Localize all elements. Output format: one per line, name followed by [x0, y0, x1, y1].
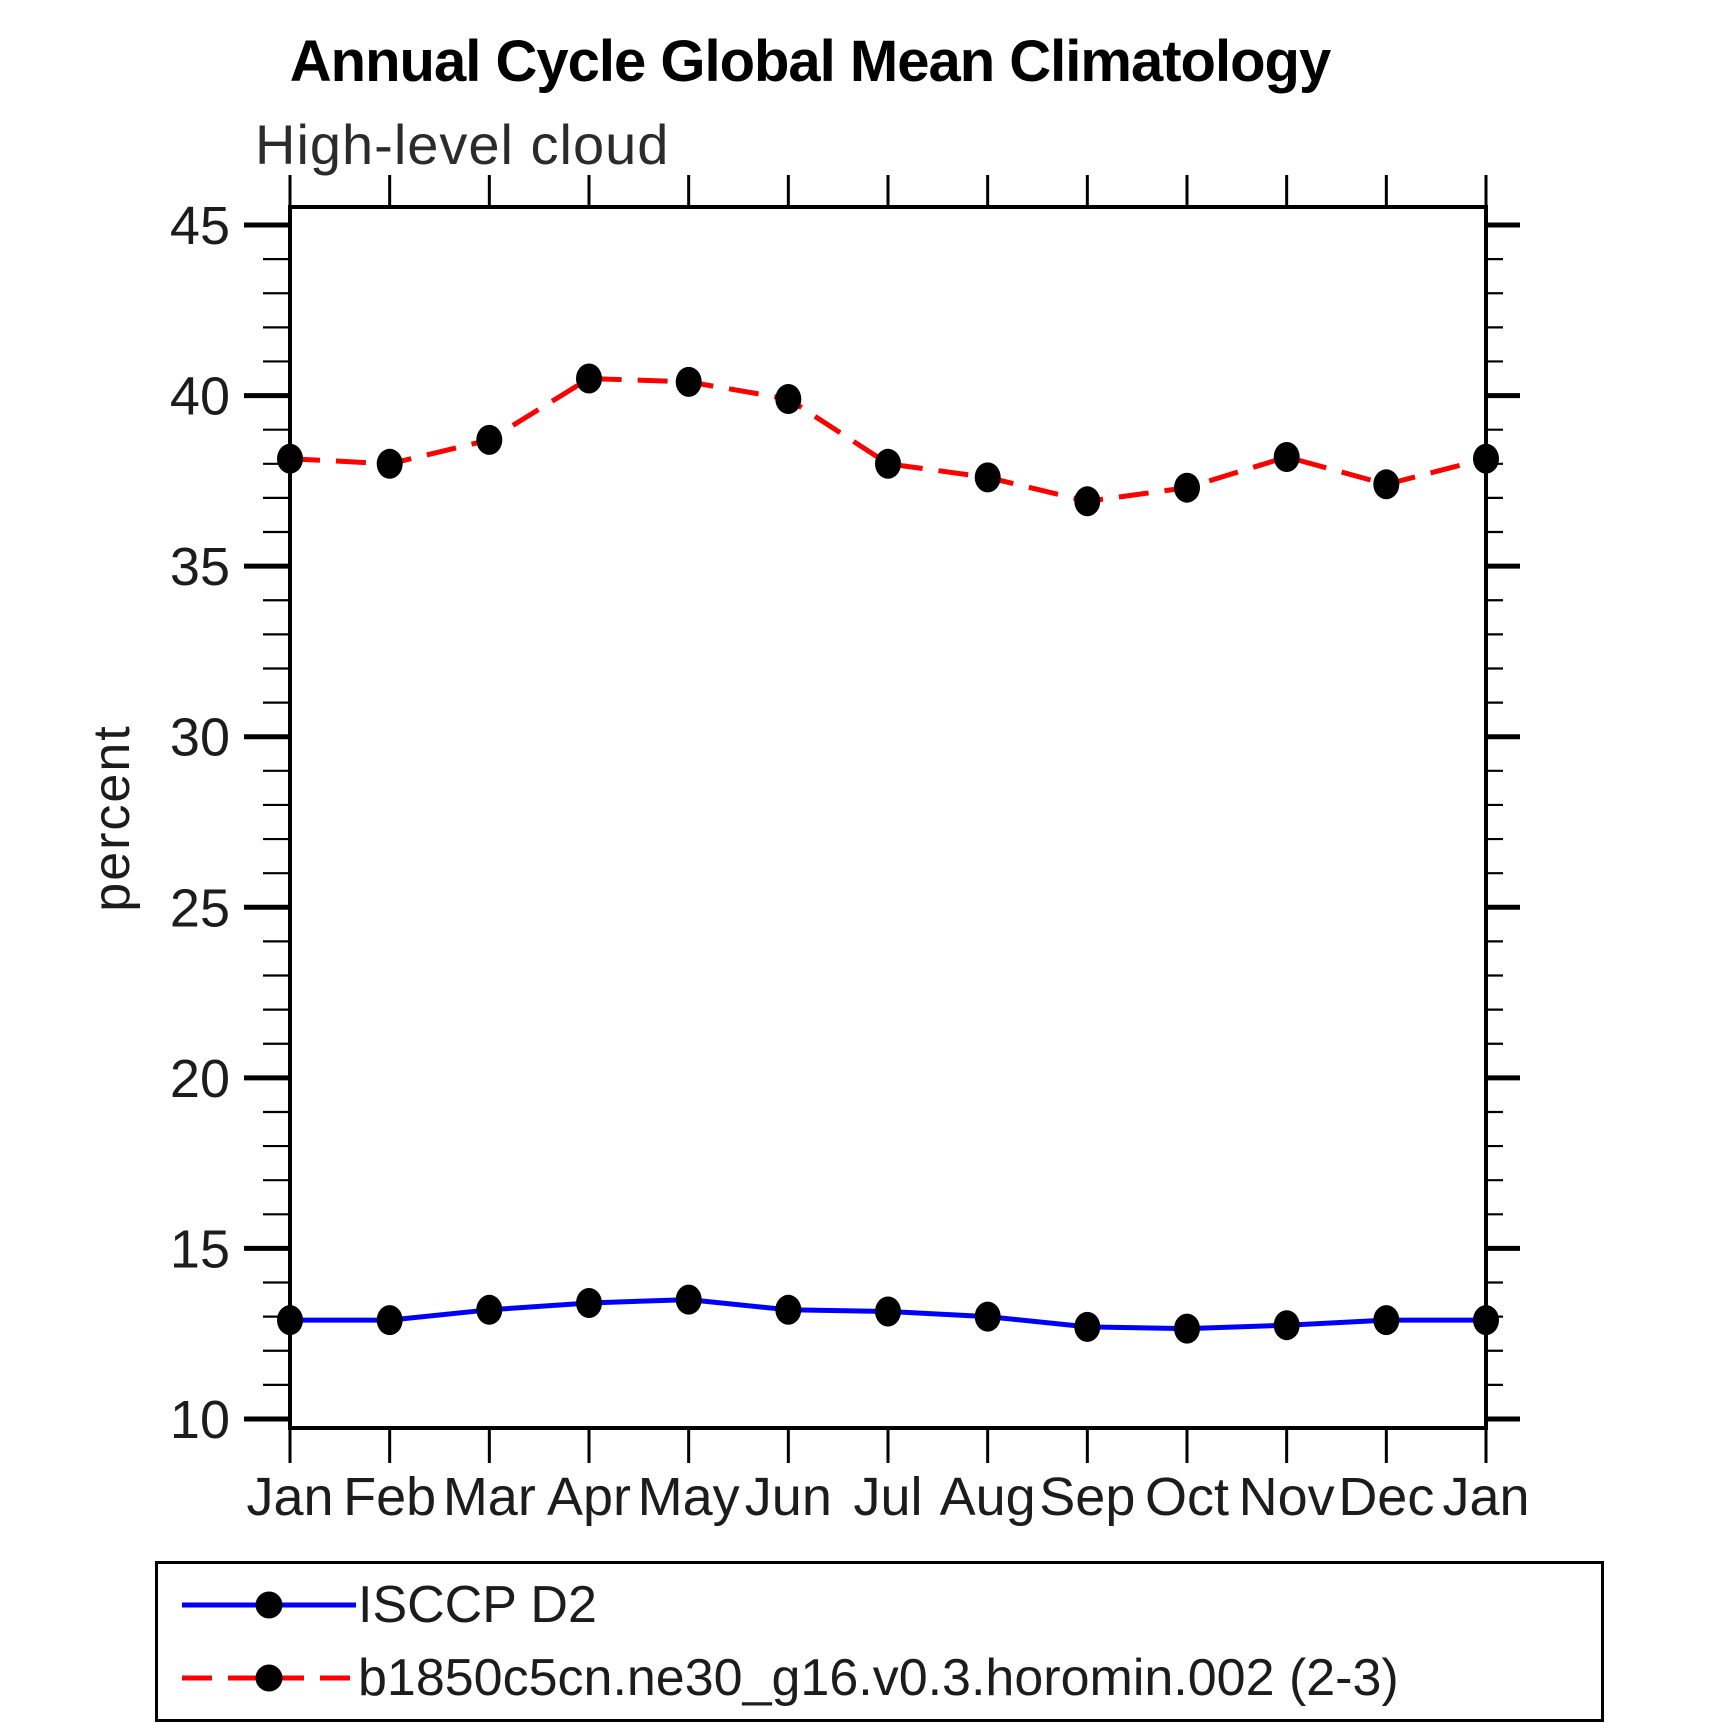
month-label-10-Nov: Nov: [1239, 1467, 1335, 1527]
legend-dashed-line-sample: [182, 1664, 356, 1692]
data-point-s1-Jan: [277, 443, 303, 474]
data-point-s0-Jan: [1473, 1305, 1499, 1336]
y-tick-label-35: 35: [170, 537, 230, 597]
data-point-s1-Sep: [1074, 486, 1101, 517]
series-lines: [289, 376, 1487, 1332]
plot-border: [288, 205, 1488, 1430]
axis-ticks: [244, 175, 1520, 1463]
y-tick-label-30: 30: [170, 708, 230, 768]
chart-subtitle: High-level cloud: [255, 113, 670, 176]
data-point-s0-Sep: [1074, 1311, 1101, 1342]
y-tick-label-20: 20: [170, 1049, 230, 1109]
month-label-12-Jan: Jan: [1442, 1467, 1529, 1527]
axis-tick-labels: Jan Feb Mar Apr May Jun Jul Aug Sep Oct Nov Dec Jan1…: [170, 196, 1530, 1527]
y-tick-label-45: 45: [170, 196, 230, 256]
data-point-s0-Oct: [1174, 1313, 1200, 1344]
data-point-s0-Apr: [576, 1288, 602, 1318]
month-label-0-Jan: Jan: [246, 1467, 333, 1527]
legend-box: ISCCP D2 b1850c5cn.ne30_g16.v0.3.horomin…: [155, 1561, 1604, 1722]
data-point-s1-Dec: [1373, 469, 1400, 500]
month-label-4-May: May: [638, 1467, 740, 1527]
legend-marker-dot: [255, 1591, 283, 1619]
month-label-6-Jul: Jul: [853, 1467, 922, 1527]
legend-label-isccp-d2: ISCCP D2: [358, 1575, 597, 1634]
data-point-s0-Jan: [277, 1305, 303, 1336]
data-point-s0-Feb: [376, 1305, 403, 1336]
data-point-s0-May: [675, 1284, 702, 1315]
data-point-s0-Dec: [1373, 1305, 1400, 1336]
data-point-s1-Oct: [1174, 472, 1200, 503]
data-point-s0-Nov: [1273, 1310, 1300, 1341]
month-label-9-Oct: Oct: [1145, 1467, 1229, 1527]
legend-item-model-run: b1850c5cn.ne30_g16.v0.3.horomin.002 (2-3…: [180, 1643, 1601, 1713]
month-label-1-Feb: Feb: [343, 1467, 436, 1527]
page-title: Annual Cycle Global Mean Climatology: [289, 29, 1331, 94]
month-label-2-Mar: Mar: [443, 1467, 536, 1527]
month-label-8-Sep: Sep: [1039, 1467, 1135, 1527]
month-label-3-Apr: Apr: [547, 1467, 631, 1527]
data-point-s0-Mar: [476, 1294, 503, 1325]
data-point-s1-Jul: [875, 448, 901, 479]
data-point-s0-Aug: [974, 1301, 1001, 1332]
data-point-s0-Jul: [875, 1296, 901, 1327]
plot-frame: [288, 205, 1488, 1430]
legend-item-isccp-d2: ISCCP D2: [180, 1570, 1601, 1640]
month-label-7-Aug: Aug: [940, 1467, 1036, 1527]
data-point-s1-Jun: [775, 384, 802, 414]
data-point-s1-May: [675, 366, 702, 397]
month-label-11-Dec: Dec: [1338, 1467, 1434, 1527]
y-tick-label-10: 10: [170, 1390, 230, 1450]
data-point-s1-Nov: [1273, 442, 1300, 472]
data-point-s1-Jan: [1473, 443, 1499, 474]
series-line-1: [289, 376, 1487, 504]
data-point-s0-Jun: [775, 1294, 802, 1325]
legend-marker-dot: [255, 1664, 283, 1692]
y-tick-label-40: 40: [170, 367, 230, 427]
y-tick-label-15: 15: [170, 1219, 230, 1279]
data-point-s1-Aug: [974, 462, 1001, 493]
data-point-s1-Mar: [476, 424, 503, 455]
legend-solid-line-sample: [182, 1591, 356, 1619]
month-label-5-Jun: Jun: [745, 1467, 832, 1527]
data-point-s1-Apr: [576, 363, 602, 394]
data-point-s1-Feb: [376, 448, 403, 479]
legend-label-model-run: b1850c5cn.ne30_g16.v0.3.horomin.002 (2-3…: [358, 1649, 1399, 1708]
y-tick-label-25: 25: [170, 878, 230, 938]
data-point-markers: [277, 363, 1499, 1344]
